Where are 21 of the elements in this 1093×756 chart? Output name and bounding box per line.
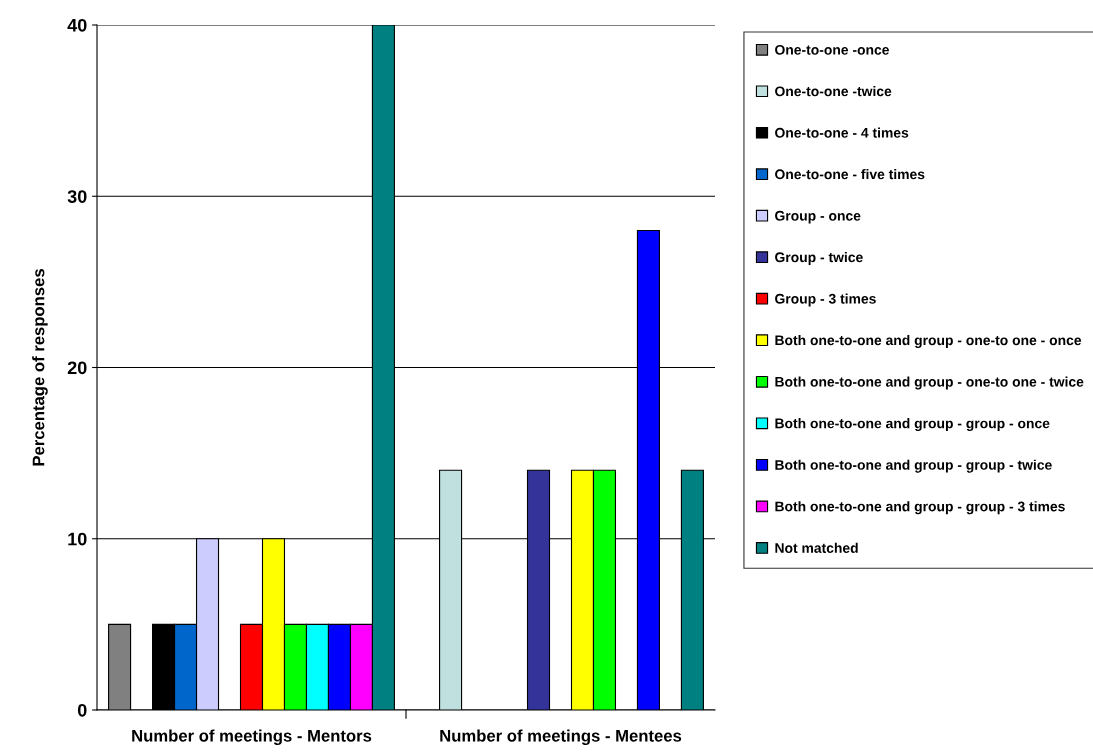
- legend-label: One-to-one - five times: [775, 169, 925, 180]
- y-tick-label: 40: [67, 18, 87, 32]
- y-tick-label: 20: [67, 361, 87, 375]
- legend-label: One-to-one -twice: [775, 86, 892, 97]
- legend-label: Both one-to-one and group - group - twice: [775, 459, 1052, 473]
- legend-label: Both one-to-one and group - group - once: [775, 418, 1050, 432]
- legend-label: One-to-one -once: [775, 44, 889, 55]
- legend-label: Group - once: [775, 210, 861, 224]
- legend-label: One-to-one - 4 times: [775, 127, 909, 138]
- legend-label: Group - 3 times: [775, 293, 876, 307]
- legend-label: Both one-to-one and group - group - 3 times: [775, 501, 1065, 515]
- legend-label: Both one-to-one and group - one-to one - twice: [775, 376, 1084, 390]
- legend-label: Both one-to-one and group - one-to one - once: [775, 334, 1082, 348]
- y-tick-label: 0: [77, 703, 87, 717]
- y-tick-label: 30: [67, 190, 87, 203]
- y-axis-title: Percentage of responses: [32, 269, 48, 466]
- legend-label: Not matched: [775, 542, 858, 553]
- y-tick-label: 10: [68, 532, 87, 546]
- legend-label: Group - twice: [775, 251, 863, 265]
- x-tick-label: Number of meetings - Mentees: [440, 729, 682, 746]
- x-tick-label: Number of meetings - Mentors: [132, 729, 372, 746]
